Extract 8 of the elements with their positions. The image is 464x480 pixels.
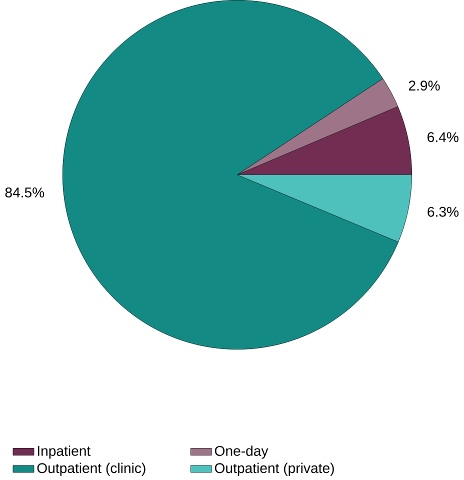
- data-label: 2.9%: [409, 80, 440, 91]
- data-label: 84.5%: [5, 187, 44, 198]
- legend-label: Outpatient (private): [215, 462, 334, 476]
- legend-label: One-day: [215, 446, 268, 459]
- data-label: 6.3%: [428, 206, 459, 217]
- data-label: 6.4%: [428, 132, 459, 142]
- legend-label: Outpatient (clinic): [37, 462, 146, 476]
- legend-label: Inpatient: [38, 446, 91, 459]
